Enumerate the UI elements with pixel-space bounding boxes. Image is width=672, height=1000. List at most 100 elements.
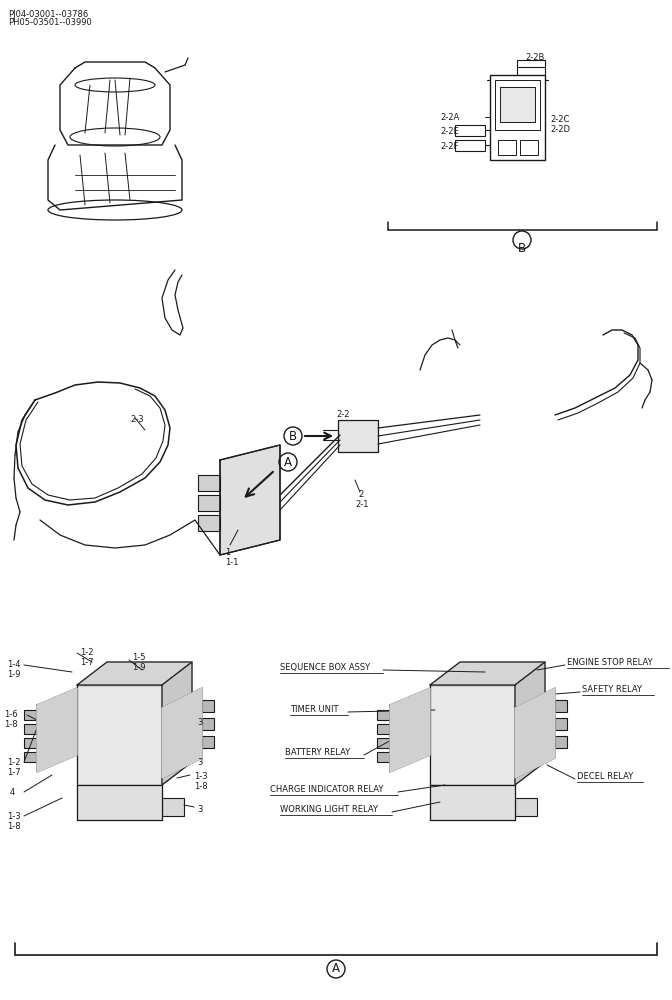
Bar [377,724,390,734]
Text: 2-2F: 2-2F [440,142,458,151]
Bar [377,738,390,748]
Circle shape [496,801,504,809]
Bar [490,75,545,160]
Polygon shape [77,662,192,685]
Text: 1-7: 1-7 [80,658,93,667]
Bar [202,700,214,712]
Text: 2-2D: 2-2D [550,125,570,134]
Bar [122,695,150,717]
Bar [555,718,567,730]
Polygon shape [220,445,280,555]
Bar [555,736,567,748]
Circle shape [183,701,191,709]
Circle shape [186,746,194,754]
Text: A: A [284,456,292,468]
Bar [202,718,214,730]
Text: SAFETY RELAY: SAFETY RELAY [582,685,642,694]
Bar [498,140,516,155]
Bar [24,738,37,748]
Bar [198,495,220,511]
Polygon shape [430,785,515,820]
Text: 1-3: 1-3 [7,812,21,821]
Text: 2: 2 [358,490,364,499]
Text: B: B [518,241,526,254]
Text: 3: 3 [197,805,202,814]
Text: 2-2E: 2-2E [440,127,459,136]
Bar [462,772,478,784]
Text: 2-2B: 2-2B [525,53,544,62]
Circle shape [441,801,449,809]
Bar [475,695,503,717]
Bar [440,772,456,784]
Text: BATTERY RELAY: BATTERY RELAY [285,748,350,757]
Text: A: A [332,962,340,976]
Text: ENGINE STOP RELAY: ENGINE STOP RELAY [567,658,653,667]
Circle shape [143,801,151,809]
Text: 1-5: 1-5 [132,653,146,662]
Bar [555,700,567,712]
Circle shape [469,791,477,799]
Text: 1-1: 1-1 [225,558,239,567]
Bar [24,710,37,720]
Polygon shape [515,688,555,778]
Text: DECEL RELAY: DECEL RELAY [577,772,633,781]
Circle shape [539,746,547,754]
Polygon shape [430,662,545,685]
Bar [162,798,184,816]
Text: PJ04-03001--03786: PJ04-03001--03786 [8,10,88,19]
Text: TIMER UNIT: TIMER UNIT [290,705,339,714]
Circle shape [450,730,490,770]
Circle shape [536,701,544,709]
Bar [338,420,378,452]
Circle shape [88,801,96,809]
Bar [109,772,125,784]
Bar [131,772,147,784]
Polygon shape [515,662,545,785]
Polygon shape [162,662,192,785]
Bar [520,140,538,155]
Bar [87,695,115,717]
Bar [455,125,485,136]
Text: 1-4: 1-4 [7,660,21,669]
Text: CHARGE INDICATOR RELAY: CHARGE INDICATOR RELAY [270,785,383,794]
Polygon shape [77,685,162,785]
Bar [377,752,390,762]
Bar [515,798,537,816]
Bar [484,772,500,784]
Text: 1-8: 1-8 [194,782,208,791]
Text: 1-3: 1-3 [194,772,208,781]
Text: 2-2C: 2-2C [550,115,569,124]
Text: 2-1: 2-1 [355,500,368,509]
Text: 1-6: 1-6 [4,710,17,719]
Bar [500,87,535,122]
Bar [495,80,540,130]
Bar [202,736,214,748]
Polygon shape [430,685,515,785]
Bar [377,710,390,720]
Text: 4: 4 [10,788,15,797]
Text: 3: 3 [197,758,202,767]
Text: SEQUENCE BOX ASSY: SEQUENCE BOX ASSY [280,663,370,672]
Text: PH05-03501--03990: PH05-03501--03990 [8,18,92,27]
Polygon shape [162,688,202,778]
Polygon shape [77,785,162,820]
Text: 2-3: 2-3 [130,415,144,424]
Circle shape [116,791,124,799]
Bar [87,772,103,784]
Bar [440,695,468,717]
Bar [24,752,37,762]
Text: 2-2A: 2-2A [440,113,459,122]
Bar [24,724,37,734]
Text: 2-2: 2-2 [336,410,349,419]
Text: 1-8: 1-8 [7,822,21,831]
Text: 1-9: 1-9 [132,663,146,672]
Text: 1-8: 1-8 [4,720,17,729]
Text: 3: 3 [197,718,202,727]
Text: 1: 1 [225,548,230,557]
Text: 1-7: 1-7 [7,768,21,777]
Bar [455,140,485,151]
Polygon shape [390,688,430,772]
Polygon shape [37,688,77,772]
Text: 1-9: 1-9 [7,670,21,679]
Circle shape [97,730,137,770]
